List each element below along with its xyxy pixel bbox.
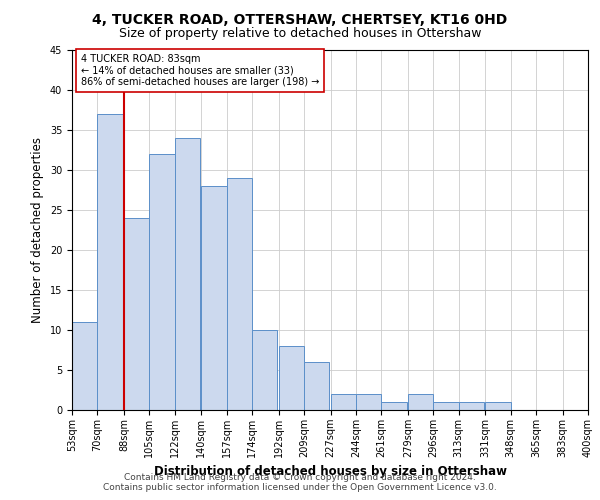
Bar bbox=[202, 186, 227, 410]
Text: 4, TUCKER ROAD, OTTERSHAW, CHERTSEY, KT16 0HD: 4, TUCKER ROAD, OTTERSHAW, CHERTSEY, KT1… bbox=[92, 12, 508, 26]
Bar bbox=[72, 322, 97, 410]
Bar bbox=[304, 362, 329, 410]
Bar bbox=[458, 402, 484, 410]
Text: Contains HM Land Registry data © Crown copyright and database right 2024.
Contai: Contains HM Land Registry data © Crown c… bbox=[103, 473, 497, 492]
Bar bbox=[433, 402, 458, 410]
Bar bbox=[485, 402, 511, 410]
Text: 4 TUCKER ROAD: 83sqm
← 14% of detached houses are smaller (33)
86% of semi-detac: 4 TUCKER ROAD: 83sqm ← 14% of detached h… bbox=[81, 54, 319, 87]
Bar bbox=[278, 346, 304, 410]
Bar bbox=[149, 154, 175, 410]
Bar bbox=[252, 330, 277, 410]
Y-axis label: Number of detached properties: Number of detached properties bbox=[31, 137, 44, 323]
Bar bbox=[97, 114, 122, 410]
Bar bbox=[227, 178, 252, 410]
X-axis label: Distribution of detached houses by size in Ottershaw: Distribution of detached houses by size … bbox=[154, 466, 506, 478]
Text: Size of property relative to detached houses in Ottershaw: Size of property relative to detached ho… bbox=[119, 28, 481, 40]
Bar bbox=[408, 394, 433, 410]
Bar bbox=[331, 394, 356, 410]
Bar bbox=[124, 218, 149, 410]
Bar bbox=[382, 402, 407, 410]
Bar bbox=[356, 394, 382, 410]
Bar bbox=[175, 138, 200, 410]
